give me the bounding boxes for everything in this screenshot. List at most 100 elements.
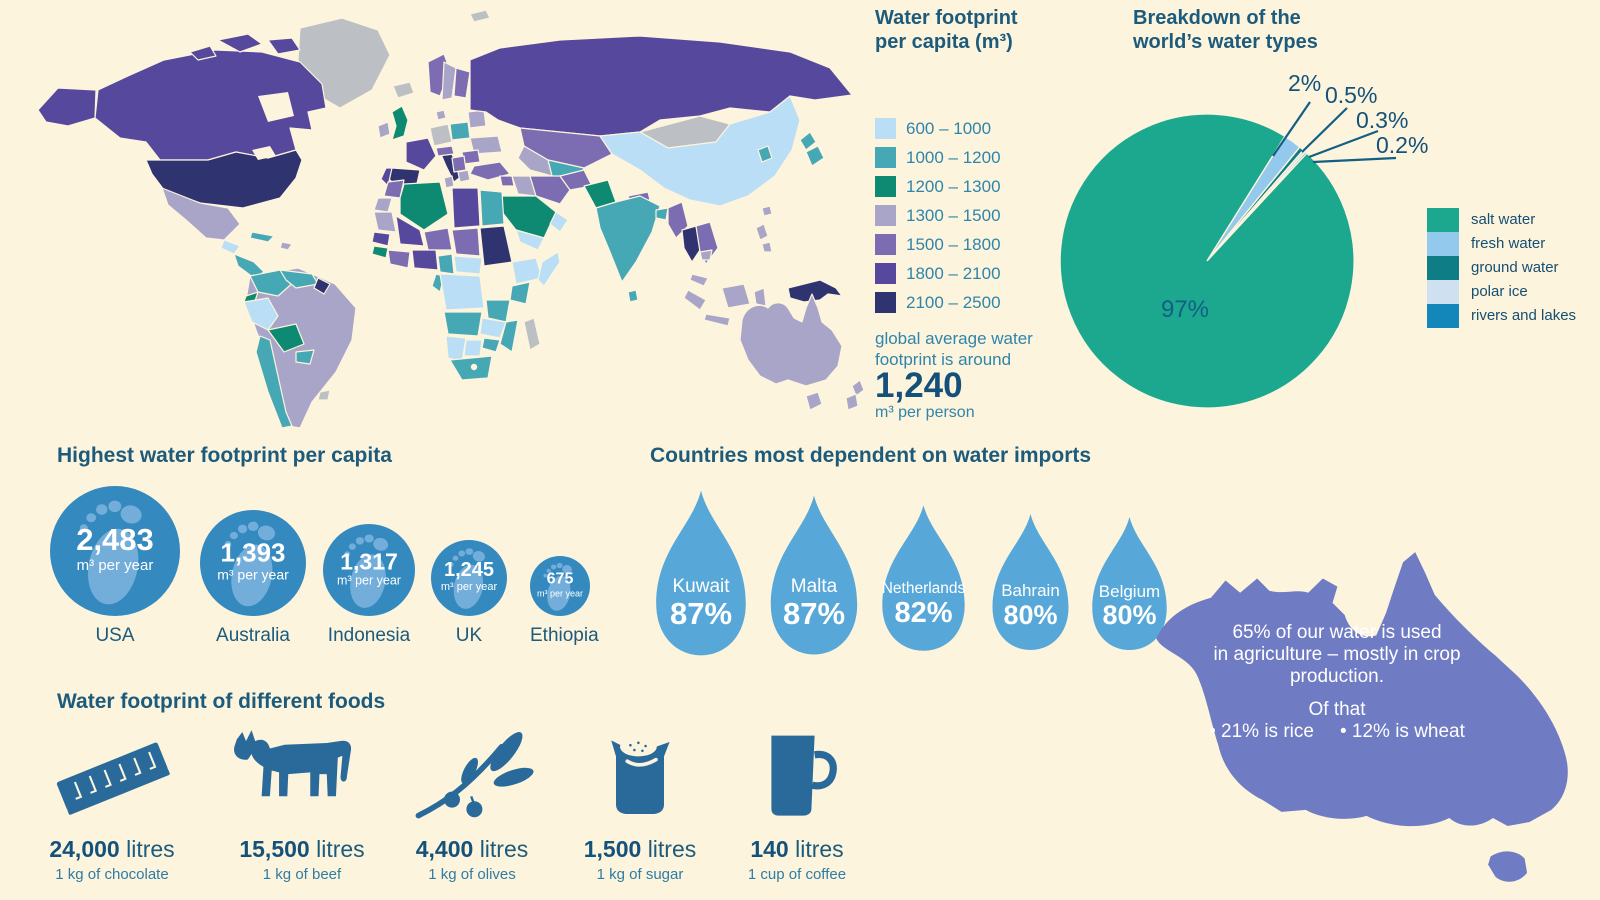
map-kenya — [509, 281, 531, 305]
footprint-country: Australia — [216, 625, 290, 646]
map-cameroon — [437, 253, 455, 275]
map-average-note: global average water footprint is around — [875, 329, 1033, 369]
map-guatemala — [220, 239, 241, 255]
pie-chart — [1059, 101, 1397, 409]
map-uk — [391, 105, 409, 141]
footprint-circle: 2,483 m³ per year — [50, 486, 180, 616]
map-botswana — [463, 339, 483, 357]
map-guyana — [313, 277, 331, 295]
map-chad — [451, 227, 481, 257]
map-venezuela — [279, 269, 319, 289]
map-saudi-arabia — [501, 195, 557, 239]
chocolate-icon — [27, 726, 197, 822]
water-drop-icon — [882, 505, 965, 651]
coffee-mug-icon — [712, 726, 882, 822]
drop-label-block: Kuwait 87% — [669, 575, 733, 632]
water-drop-icon — [770, 495, 858, 655]
map-arctic-island — [267, 37, 301, 55]
map-zambia — [479, 317, 507, 339]
map-hudson-bay — [258, 92, 294, 122]
map-philippines — [761, 241, 773, 253]
footprint-item-uk: 1,245 m³ per year UK — [431, 486, 507, 647]
map-libya — [451, 187, 481, 229]
footprint-value-block: 675 m³ per year — [536, 570, 583, 599]
drop-label-block: Belgium 80% — [1098, 581, 1161, 631]
map-angola — [443, 311, 483, 337]
map-niger — [423, 227, 453, 251]
imports-heading: Countries most dependent on water import… — [650, 444, 1092, 467]
pie-slice — [1059, 113, 1355, 409]
map-iceland — [392, 81, 415, 99]
map-australia — [739, 293, 843, 387]
map-india — [595, 195, 661, 283]
map-madagascar — [523, 317, 541, 351]
map-japan — [799, 131, 817, 151]
sugar-sack-icon — [555, 726, 725, 822]
footprint-icon — [344, 534, 388, 608]
map-arctic-island — [189, 45, 217, 61]
map-somalia — [537, 251, 561, 287]
map-papua-new-guinea — [787, 279, 843, 303]
footprint-icon — [543, 562, 573, 611]
footprint-item-indonesia: 1,317 m³ per year Indonesia — [323, 486, 415, 647]
map-algeria — [399, 181, 449, 231]
footprint-value-block: 1,393 m³ per year — [217, 537, 289, 583]
map-greece — [457, 169, 471, 183]
legend-label: 1800 – 2100 — [906, 264, 1001, 283]
food-item-chocolate: 24,000 litres 1 kg of chocolate — [27, 726, 197, 883]
import-item-bahrain: Bahrain 80% — [983, 511, 1078, 653]
map-namibia — [445, 335, 467, 363]
map-bolivia — [267, 323, 305, 353]
food-desc: 1 kg of beef — [262, 866, 342, 883]
food-desc: 1 kg of olives — [428, 866, 516, 883]
pie-legend-swatch — [1427, 256, 1459, 280]
map-borneo — [721, 283, 751, 309]
footprint-circle: 1,393 m³ per year — [200, 510, 306, 616]
pie-callout-rivers-lakes: 0.2% — [1376, 132, 1429, 158]
pie-legend-label: rivers and lakes — [1471, 307, 1577, 324]
footprint-circle: 1,317 m³ per year — [323, 524, 415, 616]
foods-heading: Water footprint of different foods — [57, 690, 386, 713]
map-legend: Water footprint per capita (m³) 600 – 10… — [875, 6, 1105, 421]
map-egypt — [479, 189, 505, 227]
map-ireland — [377, 121, 391, 139]
footprint-value-block: 2,483 m³ per year — [76, 522, 154, 574]
map-alps — [435, 145, 455, 157]
map-denmark — [435, 109, 447, 121]
footprint-country: UK — [455, 625, 483, 646]
australia-map — [1156, 552, 1568, 882]
footprint-circle: 675 m³ per year — [530, 556, 590, 616]
map-oman — [549, 211, 569, 233]
food-desc: 1 kg of sugar — [596, 866, 684, 883]
map-yemen — [515, 229, 545, 251]
pie-legend-swatch — [1427, 280, 1459, 304]
legend-swatch — [875, 234, 896, 255]
food-item-beef: 15,500 litres 1 kg of beef — [217, 726, 387, 883]
map-thailand — [681, 225, 701, 263]
map-new-zealand — [851, 379, 865, 397]
australia-annotation: 65% of our water is used in agriculture … — [1209, 622, 1465, 742]
footprint-circle: 1,245 m³ per year — [431, 540, 507, 616]
australia-tasmania — [1488, 851, 1528, 882]
pie-legend-swatch — [1427, 304, 1459, 328]
import-item-malta: Malta 87% — [760, 492, 868, 658]
footprint-value-block: 1,317 m³ per year — [337, 548, 401, 588]
map-hispaniola — [279, 241, 293, 251]
map-korea — [757, 145, 773, 163]
footprints-heading: Highest water footprint per capita — [57, 444, 392, 467]
footprint-value-block: 1,245 m³ per year — [440, 559, 498, 594]
map-tasmania — [805, 391, 823, 411]
food-item-olives: 4,400 litres 1 kg of olives — [387, 726, 557, 883]
drop-label-block: Bahrain 80% — [1001, 581, 1060, 630]
legend-swatch — [875, 176, 896, 197]
footprint-country: USA — [95, 625, 135, 646]
pie-legend-swatch — [1427, 232, 1459, 256]
map-alaska — [37, 87, 97, 127]
footprint-icon — [448, 548, 485, 610]
map-legend-title: Water footprint per capita (m³) — [875, 7, 1018, 53]
map-new-zealand — [845, 393, 859, 411]
legend-swatch — [875, 205, 896, 226]
pie-legend-label: polar ice — [1471, 283, 1528, 300]
map-svalbard — [469, 9, 491, 23]
map-western-sahara — [373, 197, 393, 213]
